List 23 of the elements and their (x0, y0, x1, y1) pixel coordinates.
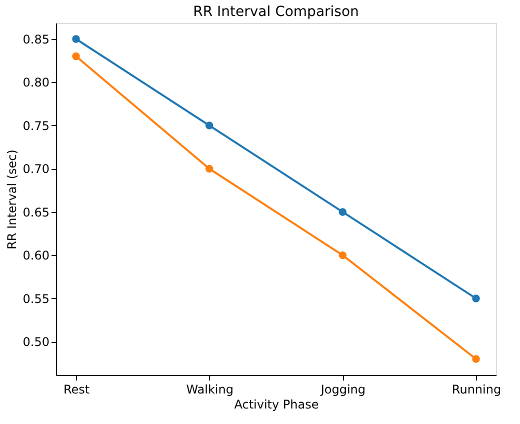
x-tick-label: Jogging (320, 382, 366, 396)
x-tick-label: Running (452, 382, 502, 396)
point (205, 122, 214, 130)
x-axis-title: Activity Phase (234, 398, 319, 412)
x-tick-label: Rest (63, 382, 90, 396)
point (472, 355, 480, 363)
x-tick-label: Walking (186, 382, 234, 396)
y-tick-label: 0.65 (22, 205, 50, 220)
y-tick-label: 0.60 (22, 248, 50, 263)
y-tick-label: 0.75 (22, 118, 50, 133)
point (72, 52, 80, 60)
point (205, 164, 214, 173)
y-axis-title: RR Interval (sec) (4, 150, 19, 250)
y-tick-label: 0.85 (22, 32, 50, 46)
y-tick-label: 0.70 (22, 162, 50, 176)
y-tick-label: 0.50 (22, 335, 50, 350)
chart-title: RR Interval Comparison (193, 4, 359, 20)
point (338, 251, 347, 260)
point (472, 294, 480, 302)
y-tick-label: 0.80 (22, 76, 50, 90)
y-tick-label: 0.55 (22, 292, 50, 306)
point (338, 208, 347, 216)
point (72, 35, 80, 43)
